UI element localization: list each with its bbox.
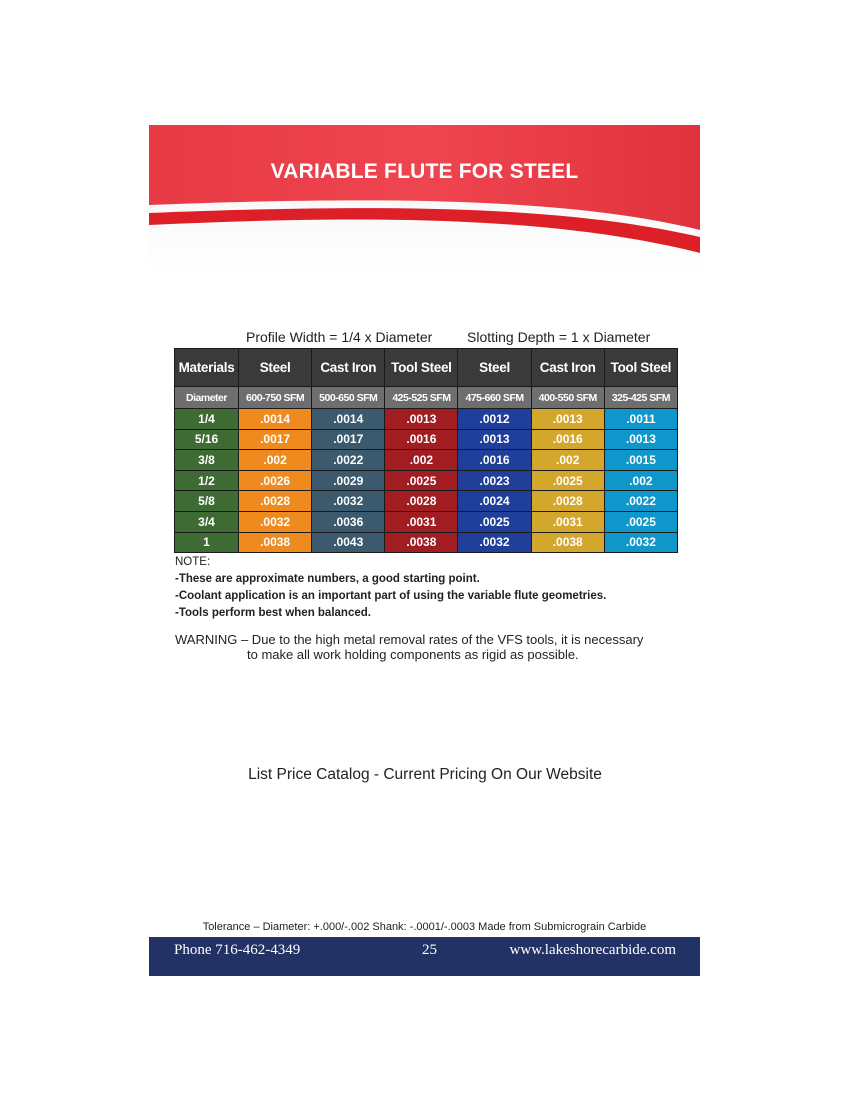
website-link[interactable]: www.lakeshorecarbide.com: [509, 942, 676, 958]
slotting-caption: Slotting Depth = 1 x Diameter: [467, 329, 651, 345]
sfm-subheader: Diameter: [174, 386, 239, 409]
tolerance-note: Tolerance – Diameter: +.000/-.002 Shank:…: [202, 921, 647, 933]
diameter-cell: 5/16: [174, 428, 239, 451]
feed-cell: .002: [384, 449, 459, 471]
diameter-cell: 3/4: [174, 510, 239, 533]
column-header: Cast Iron: [311, 348, 386, 387]
feed-cell: .0015: [603, 449, 679, 471]
feed-cell: .0024: [457, 490, 532, 512]
feed-rate-table: Materials Steel Cast Iron Tool Steel Steel Ca…: [174, 348, 679, 554]
feed-cell: .0014: [237, 408, 313, 430]
notes-label: NOTE:: [175, 556, 211, 568]
feed-cell: .0013: [457, 428, 532, 451]
table-row: 1/2.0026.0029.0025.0023.0025.002: [174, 469, 679, 492]
sfm-subheader: 600-750 SFM: [237, 386, 313, 409]
warning: WARNING – Due to the high metal removal …: [175, 632, 643, 662]
table-row: 3/4.0032.0036.0031.0025.0031.0025: [174, 510, 679, 533]
footer-bar: Phone 716-462-4349 25 www.lakeshorecarbi…: [149, 937, 700, 976]
feed-cell: .002: [603, 469, 679, 492]
feed-cell: .0032: [457, 531, 532, 554]
column-header: Steel: [457, 348, 532, 387]
page-number: 25: [422, 942, 437, 958]
diameter-cell: 3/8: [174, 449, 239, 471]
feed-cell: .002: [237, 449, 313, 471]
feed-cell: .0038: [237, 531, 313, 554]
feed-cell: .0028: [384, 490, 459, 512]
feed-cell: .0013: [603, 428, 679, 451]
column-header: Materials: [174, 348, 239, 387]
feed-cell: .0011: [603, 408, 679, 430]
feed-cell: .0031: [384, 510, 459, 533]
note-item: -These are approximate numbers, a good s…: [175, 573, 480, 585]
header-banner: VARIABLE FLUTE FOR STEEL: [149, 125, 700, 277]
feed-cell: .0016: [530, 428, 605, 451]
column-header: Tool Steel: [384, 348, 459, 387]
feed-cell: .0025: [530, 469, 605, 492]
feed-cell: .0022: [311, 449, 386, 471]
column-header: Steel: [237, 348, 313, 387]
profile-caption: Profile Width = 1/4 x Diameter: [246, 329, 433, 345]
feed-cell: .0014: [311, 408, 386, 430]
warning-line: to make all work holding components as r…: [247, 647, 579, 662]
feed-cell: .0025: [384, 469, 459, 492]
sfm-subheader: 400-550 SFM: [530, 386, 605, 409]
diameter-cell: 5/8: [174, 490, 239, 512]
feed-cell: .0031: [530, 510, 605, 533]
sfm-subheader: 475-660 SFM: [457, 386, 532, 409]
catalog-note: List Price Catalog - Current Pricing On …: [248, 766, 602, 783]
note-item: -Coolant application is an important par…: [175, 590, 607, 602]
page-title: VARIABLE FLUTE FOR STEEL: [270, 160, 579, 183]
sfm-subheader: 500-650 SFM: [311, 386, 386, 409]
sfm-subheader: 325-425 SFM: [603, 386, 679, 409]
feed-cell: .0043: [311, 531, 386, 554]
sfm-subheader: 425-525 SFM: [384, 386, 459, 409]
feed-cell: .0013: [384, 408, 459, 430]
feed-cell: .0028: [530, 490, 605, 512]
feed-cell: .0036: [311, 510, 386, 533]
feed-cell: .0032: [603, 531, 679, 554]
feed-cell: .0016: [457, 449, 532, 471]
notes: NOTE: -These are approximate numbers, a …: [175, 556, 606, 619]
feed-cell: .0013: [530, 408, 605, 430]
feed-cell: .0022: [603, 490, 679, 512]
feed-cell: .0038: [384, 531, 459, 554]
feed-cell: .0017: [237, 428, 313, 451]
feed-cell: .0032: [237, 510, 313, 533]
feed-cell: .0026: [237, 469, 313, 492]
diameter-cell: 1/2: [174, 469, 239, 492]
phone: Phone 716-462-4349: [174, 942, 301, 958]
feed-cell: .0023: [457, 469, 532, 492]
feed-cell: .0038: [530, 531, 605, 554]
diameter-cell: 1/4: [174, 408, 239, 430]
feed-cell: .0032: [311, 490, 386, 512]
banner-swoosh: [149, 125, 700, 277]
column-header: Cast Iron: [530, 348, 605, 387]
feed-cell: .0012: [457, 408, 532, 430]
table-row: 1/4.0014.0014.0013.0012.0013.0011: [174, 408, 679, 430]
feed-cell: .0016: [384, 428, 459, 451]
feed-cell: .002: [530, 449, 605, 471]
table-row: 5/8.0028.0032.0028.0024.0028.0022: [174, 490, 679, 512]
feed-cell: .0029: [311, 469, 386, 492]
note-item: -Tools perform best when balanced.: [175, 607, 371, 619]
table-row: 5/16.0017.0017.0016.0013.0016.0013: [174, 428, 679, 451]
table-row: 3/8.002.0022.002.0016.002.0015: [174, 449, 679, 471]
table-row: 1.0038.0043.0038.0032.0038.0032: [174, 531, 679, 554]
diameter-cell: 1: [174, 531, 239, 554]
feed-cell: .0025: [457, 510, 532, 533]
feed-cell: .0017: [311, 428, 386, 451]
column-header: Tool Steel: [603, 348, 679, 387]
warning-line: WARNING – Due to the high metal removal …: [175, 632, 644, 647]
feed-cell: .0025: [603, 510, 679, 533]
feed-cell: .0028: [237, 490, 313, 512]
